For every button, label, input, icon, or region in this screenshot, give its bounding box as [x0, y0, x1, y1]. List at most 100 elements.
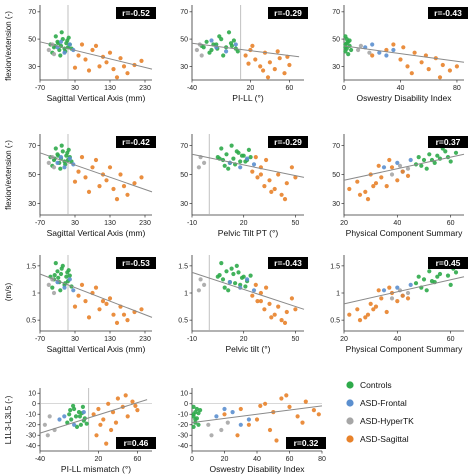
data-point-asd-sagittal: [246, 422, 251, 427]
data-point-asd-sagittal: [94, 433, 99, 438]
data-point-controls: [424, 288, 429, 293]
data-point-asd-sagittal: [347, 186, 352, 192]
data-point-asd-sagittal: [104, 301, 109, 306]
data-point-controls: [196, 422, 201, 427]
data-point-controls: [453, 150, 459, 155]
data-point-asd-frontal: [72, 422, 77, 427]
data-point-asd-frontal: [245, 156, 250, 161]
data-point-controls: [238, 159, 243, 164]
data-point-asd-frontal: [67, 156, 72, 161]
data-point-asd-sagittal: [133, 403, 138, 408]
data-point-asd-sagittal: [384, 184, 389, 189]
y-tick-label: 0.5: [178, 318, 188, 325]
data-point-asd-sagittal: [370, 53, 375, 58]
data-point-asd-sagittal: [93, 157, 99, 163]
y-tick-label: 10: [28, 391, 36, 398]
data-point-asd-sagittal: [235, 433, 240, 438]
x-tick-label: 60: [286, 456, 294, 463]
data-point-asd-sagittal: [265, 75, 271, 80]
correlation-box: [428, 257, 468, 269]
panel-4: -70 30 130 230 30 50 70 Sagittal Vertical Axis …: [28, 134, 156, 238]
data-point-controls: [191, 424, 196, 429]
x-tick-label: 130: [104, 220, 116, 227]
data-point-controls: [224, 152, 229, 157]
data-point-controls: [201, 45, 206, 50]
data-point-asd-sagittal: [83, 175, 88, 180]
data-point-controls: [59, 266, 64, 271]
data-point-asd-sagittal: [376, 288, 381, 293]
y-tick-label: 1.5: [178, 263, 188, 270]
data-point-asd-sagittal: [76, 53, 81, 58]
data-point-asd-sagittal: [311, 408, 316, 413]
data-point-controls: [343, 49, 348, 54]
data-point-asd-sagittal: [389, 165, 395, 170]
data-point-asd-sagittal: [86, 68, 92, 73]
x-tick-label: 30: [71, 220, 79, 227]
y-tick-label: 70: [28, 143, 36, 150]
data-point-controls: [246, 147, 251, 152]
data-point-asd-sagittal: [76, 169, 81, 174]
row4-y-label: L1L3-L3L5 (-): [4, 395, 13, 444]
data-point-asd-sagittal: [272, 67, 277, 72]
regression-line: [343, 276, 465, 305]
correlation-box: [286, 437, 326, 449]
data-point-asd-sagittal: [125, 71, 130, 76]
data-point-controls: [204, 39, 209, 44]
data-point-asd-sagittal: [279, 396, 284, 401]
data-point-controls: [224, 269, 229, 274]
data-point-asd-hypertk: [46, 160, 51, 165]
panel-8: -10 20 50 0.5 1 1.5 Pelvic tilt (°) r=-0.43: [178, 255, 308, 354]
data-point-asd-sagittal: [379, 296, 384, 301]
data-point-asd-sagittal: [107, 296, 113, 301]
data-point-asd-sagittal: [114, 197, 120, 202]
data-point-asd-sagittal: [262, 184, 267, 189]
x-tick-label: 20: [340, 220, 348, 227]
data-point-controls: [67, 412, 72, 417]
x-tick-label: 130: [104, 336, 116, 343]
x-tick-label: 60: [133, 456, 141, 463]
data-point-asd-sagittal: [121, 184, 127, 189]
data-point-asd-sagittal: [115, 396, 120, 401]
data-point-controls: [219, 261, 224, 266]
data-point-asd-sagittal: [83, 57, 88, 62]
y-tick-label: -10: [26, 412, 36, 419]
x-tick-label: 20: [240, 220, 248, 227]
data-point-controls: [69, 417, 74, 422]
y-tick-label: 30: [332, 64, 340, 71]
data-point-asd-frontal: [224, 49, 229, 54]
data-point-asd-sagittal: [454, 64, 459, 69]
data-point-asd-sagittal: [72, 304, 78, 309]
y-tick-label: -40: [178, 443, 188, 450]
data-point-asd-frontal: [55, 160, 60, 165]
data-point-asd-sagittal: [287, 404, 292, 409]
data-point-asd-sagittal: [267, 427, 273, 433]
data-point-controls: [222, 163, 227, 168]
data-point-controls: [343, 34, 348, 39]
data-point-asd-sagittal: [121, 312, 127, 317]
data-point-asd-sagittal: [363, 189, 368, 194]
data-point-controls: [67, 273, 72, 278]
data-point-controls: [74, 424, 80, 429]
data-point-asd-sagittal: [91, 412, 96, 417]
y-tick-label: 1: [336, 290, 340, 297]
data-point-asd-sagittal: [398, 57, 403, 62]
data-point-controls: [217, 273, 222, 278]
data-point-asd-sagittal: [97, 307, 102, 312]
data-point-controls: [445, 273, 451, 278]
x-tick-label: 40: [253, 456, 261, 463]
y-tick-label: 70: [180, 9, 188, 16]
y-tick-label: 30: [180, 201, 188, 208]
data-point-asd-frontal: [214, 414, 219, 419]
data-point-controls: [66, 268, 71, 273]
data-point-asd-frontal: [233, 42, 238, 47]
regression-line: [343, 153, 465, 181]
x-tick-label: 50: [291, 336, 299, 343]
x-tick-label: 20: [221, 456, 229, 463]
correlation-box: [268, 7, 308, 19]
row2-y-label: flexion/extension (-): [4, 140, 13, 210]
x-tick-label: 30: [71, 336, 79, 343]
x-tick-label: 20: [247, 85, 255, 92]
data-point-controls: [84, 421, 89, 426]
data-point-asd-sagittal: [355, 179, 360, 184]
regression-line: [191, 153, 305, 178]
